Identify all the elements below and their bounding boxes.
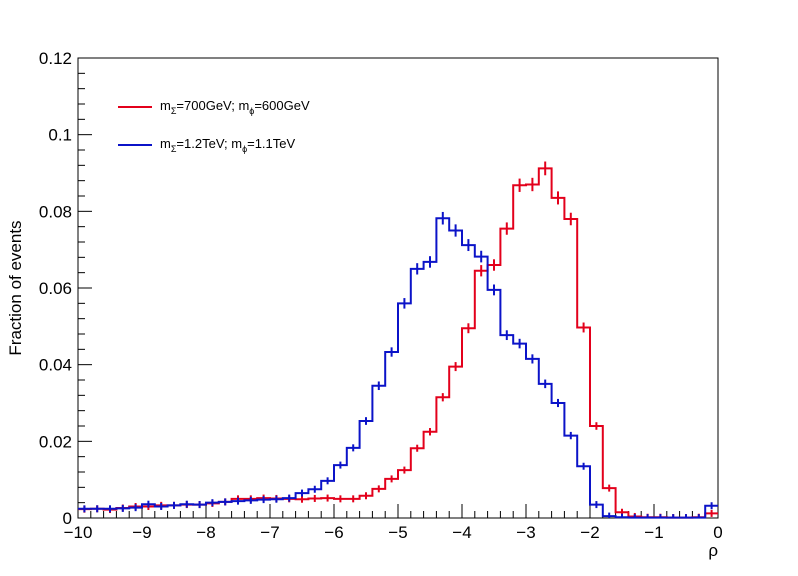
x-tick-label: −5 <box>388 523 407 542</box>
series-1 <box>78 211 718 519</box>
series-step-line <box>78 217 718 519</box>
x-tick-label: −7 <box>260 523 279 542</box>
y-tick-label: 0.12 <box>39 49 72 68</box>
x-tick-label: 0 <box>713 523 722 542</box>
legend-label: mΣ=700GeV; mϕ=600GeV <box>160 98 310 116</box>
x-tick-label: −8 <box>196 523 215 542</box>
x-tick-label: −1 <box>644 523 663 542</box>
x-tick-label: −2 <box>580 523 599 542</box>
y-tick-label: 0 <box>63 509 72 528</box>
x-tick-label: −3 <box>516 523 535 542</box>
y-tick-label: 0.1 <box>48 126 72 145</box>
major-ticks <box>77 57 719 519</box>
plot-frame <box>77 57 719 519</box>
x-tick-label: −4 <box>452 523 471 542</box>
x-axis-title: ρ <box>708 541 718 560</box>
legend-item-1: mΣ=1.2TeV; mϕ=1.1TeV <box>118 136 296 154</box>
legend: mΣ=700GeV; mϕ=600GeV mΣ=1.2TeV; mϕ=1.1TeV <box>118 98 310 154</box>
y-tick-label: 0.02 <box>39 432 72 451</box>
x-tick-label: −9 <box>132 523 151 542</box>
y-tick-labels: 0 0.02 0.04 0.06 0.08 0.1 0.12 <box>39 49 72 528</box>
y-tick-label: 0.06 <box>39 279 72 298</box>
legend-item-0: mΣ=700GeV; mϕ=600GeV <box>118 98 310 116</box>
y-axis-title: Fraction of events <box>6 220 25 355</box>
x-tick-labels: −10 −9 −8 −7 −6 −5 −4 −3 −2 −1 0 <box>64 523 723 542</box>
x-tick-label: −10 <box>64 523 93 542</box>
x-tick-label: −6 <box>324 523 343 542</box>
legend-label: mΣ=1.2TeV; mϕ=1.1TeV <box>160 136 296 154</box>
y-tick-label: 0.08 <box>39 202 72 221</box>
minor-ticks <box>78 72 706 518</box>
series-layer <box>78 161 718 519</box>
y-tick-label: 0.04 <box>39 356 72 375</box>
